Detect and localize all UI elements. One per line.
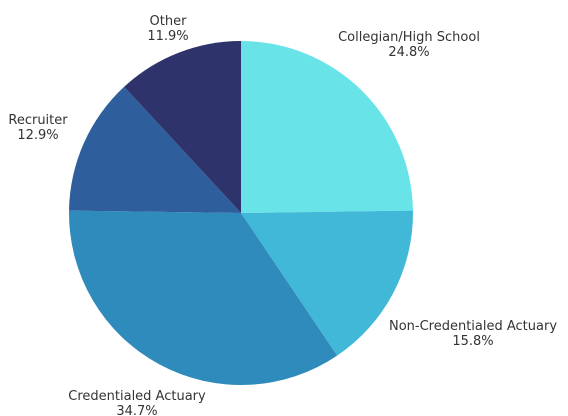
pie-slice-collegian-high-school: [241, 41, 413, 213]
slice-label: Credentialed Actuary: [68, 389, 206, 404]
pie-slice-other: [124, 41, 241, 213]
slice-value-label: 11.9%: [147, 29, 188, 44]
slice-label: Collegian/High School: [338, 30, 480, 45]
slice-value-label: 12.9%: [17, 128, 58, 143]
slice-label: Other: [150, 14, 188, 29]
pie-slice-recruiter: [69, 86, 242, 213]
slice-value-label: 15.8%: [452, 334, 493, 349]
pie-slice-credentialed-actuary: [69, 210, 338, 386]
slice-label: Non-Credentialed Actuary: [389, 319, 557, 334]
pie-slice-non-credentialed-actuary: [241, 210, 413, 356]
slice-label: Recruiter: [8, 113, 68, 128]
pie-slices: [69, 41, 413, 386]
slice-value-label: 34.7%: [116, 404, 157, 416]
slice-value-label: 24.8%: [388, 45, 429, 60]
